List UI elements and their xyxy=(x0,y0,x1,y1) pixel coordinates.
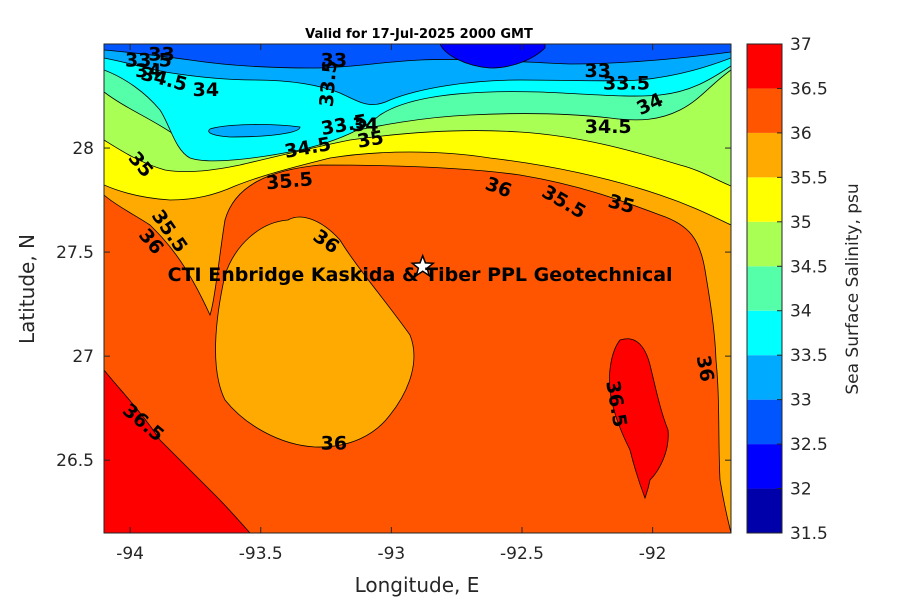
salinity-region-32-32.5 xyxy=(439,44,546,69)
x-axis: -94 -93.5 -93 -92.5 -92 xyxy=(116,44,667,564)
contour-label: 33 xyxy=(148,43,174,65)
site-marker-group: CTI Enbridge Kaskida & Tiber PPL Geotech… xyxy=(168,253,673,286)
colorbar-swatch xyxy=(747,310,782,356)
contour-label: 33.5 xyxy=(316,59,342,108)
contour-label: 35 xyxy=(356,127,386,153)
x-tick-label: -93 xyxy=(377,544,405,564)
plot-title: Valid for 17-Jul-2025 2000 GMT xyxy=(305,27,533,42)
colorbar-tick-label: 34 xyxy=(790,302,812,322)
colorbar-tick-label: 33 xyxy=(790,391,812,411)
colorbar-swatch xyxy=(747,177,782,222)
contour-label: 34 xyxy=(193,79,219,101)
contour-label: 33.5 xyxy=(603,73,650,95)
colorbar-tick-label: 34.5 xyxy=(790,257,828,277)
contour-label: 33 xyxy=(585,60,611,82)
colorbar-frame xyxy=(746,43,783,534)
colorbar-tick-label: 36 xyxy=(790,124,812,144)
x-axis-label: Longitude, E xyxy=(355,573,480,597)
contour-label: 33.5 xyxy=(125,50,172,72)
colorbar-swatch xyxy=(747,221,782,267)
contour-label: 36 xyxy=(692,354,718,384)
colorbar-swatch xyxy=(747,88,782,133)
colorbar-tick-label: 32.5 xyxy=(790,435,828,455)
colorbar-tick-label: 37 xyxy=(790,35,812,55)
colorbar-tick-label: 32 xyxy=(790,480,812,500)
colorbar-swatch xyxy=(747,444,782,489)
colorbar-tick-label: 35 xyxy=(790,213,812,233)
y-axis-label: Latitude, N xyxy=(15,234,39,344)
colorbar-swatch xyxy=(747,399,782,445)
x-tick-label: -93.5 xyxy=(239,544,283,564)
plot-frame xyxy=(103,43,732,534)
x-tick-label: -94 xyxy=(116,544,144,564)
site-annotation: CTI Enbridge Kaskida & Tiber PPL Geotech… xyxy=(168,264,673,286)
y-tick-label: 28 xyxy=(72,139,94,159)
contour-label: 34.5 xyxy=(585,116,632,138)
salinity-region-lens xyxy=(208,124,301,138)
colorbar-tick-label: 35.5 xyxy=(790,168,828,188)
salinity-region-35.5-36-interior xyxy=(215,216,415,448)
colorbar: 31.5 32 32.5 33 33.5 34 34.5 35 35.5 36 36.5 37 xyxy=(747,35,828,544)
colorbar-swatch xyxy=(747,44,782,89)
colorbar-tick-label: 36.5 xyxy=(790,79,828,99)
x-tick-label: -92.5 xyxy=(500,544,544,564)
map-plot-area xyxy=(104,44,731,533)
salinity-region-36.5-37-southwest xyxy=(104,369,251,533)
contour-label: 35.5 xyxy=(265,168,314,194)
star-icon xyxy=(410,253,436,278)
contour-label: 33 xyxy=(321,50,347,72)
contour-label: 34 xyxy=(352,114,378,136)
contour-label: 36 xyxy=(321,433,347,455)
contour-label: 34 xyxy=(135,60,161,82)
colorbar-label: Sea Surface Salinity, psu xyxy=(843,183,863,394)
x-tick-label: -92 xyxy=(639,544,667,564)
y-tick-label: 27 xyxy=(72,347,94,367)
colorbar-tick-label: 31.5 xyxy=(790,524,828,544)
salinity-region-36.5-37-east xyxy=(609,338,669,500)
y-tick-label: 26.5 xyxy=(56,451,94,471)
y-axis: 26.5 27 27.5 28 xyxy=(56,139,731,471)
colorbar-swatch xyxy=(747,266,782,311)
y-tick-label: 27.5 xyxy=(56,243,94,263)
colorbar-swatch xyxy=(747,488,782,533)
colorbar-swatch xyxy=(747,132,782,178)
colorbar-swatch xyxy=(747,355,782,400)
colorbar-tick-label: 33.5 xyxy=(790,346,828,366)
